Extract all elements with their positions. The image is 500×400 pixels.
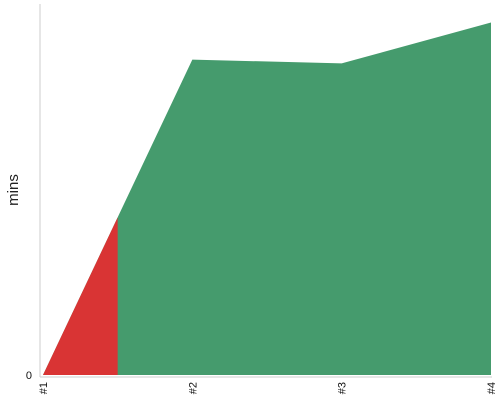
y-tick-labels: 0 <box>26 370 32 382</box>
highlight-segment <box>43 217 118 375</box>
x-tick-label: #2 <box>187 382 199 394</box>
x-tick-label: #3 <box>337 382 349 394</box>
plot-area <box>43 22 491 376</box>
x-tick-label: #4 <box>486 382 498 394</box>
y-axis-label: mins <box>5 174 22 206</box>
area-series-fill <box>43 22 491 376</box>
x-tick-labels: #1 #2 #3 #4 <box>38 382 498 394</box>
y-tick-label: 0 <box>26 370 32 382</box>
x-tick-label: #1 <box>38 382 50 394</box>
